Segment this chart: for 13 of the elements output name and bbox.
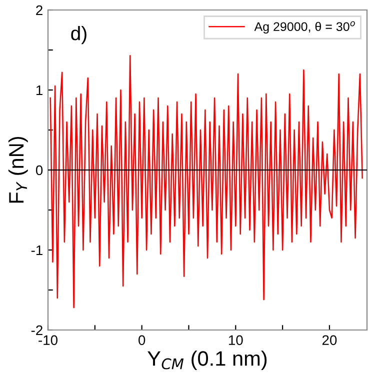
- y-tick-label: 1: [36, 85, 42, 96]
- legend-label: Ag 29000, θ = 30$^{o}$: [254, 21, 355, 34]
- y-tick-label: -2: [31, 325, 42, 336]
- y-tick-label: 0: [36, 165, 43, 176]
- x-tick-label: 0: [138, 335, 146, 346]
- x-tick-label: -10: [38, 335, 58, 346]
- x-tick-label: 10: [228, 335, 243, 346]
- y-tick-label: 2: [36, 5, 42, 16]
- y-tick-label: -1: [31, 245, 42, 256]
- x-tick-label: 20: [322, 335, 337, 346]
- x-axis-title: Y$_{CM}$ (0.1 nm): [148, 350, 267, 370]
- y-axis-title: F$_{Y}$ (nN): [8, 136, 28, 203]
- annotation: d): [71, 26, 86, 44]
